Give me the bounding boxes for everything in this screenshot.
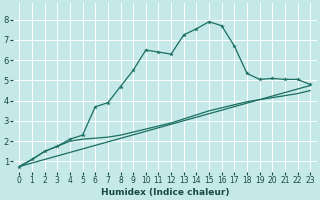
- X-axis label: Humidex (Indice chaleur): Humidex (Indice chaleur): [100, 188, 229, 197]
